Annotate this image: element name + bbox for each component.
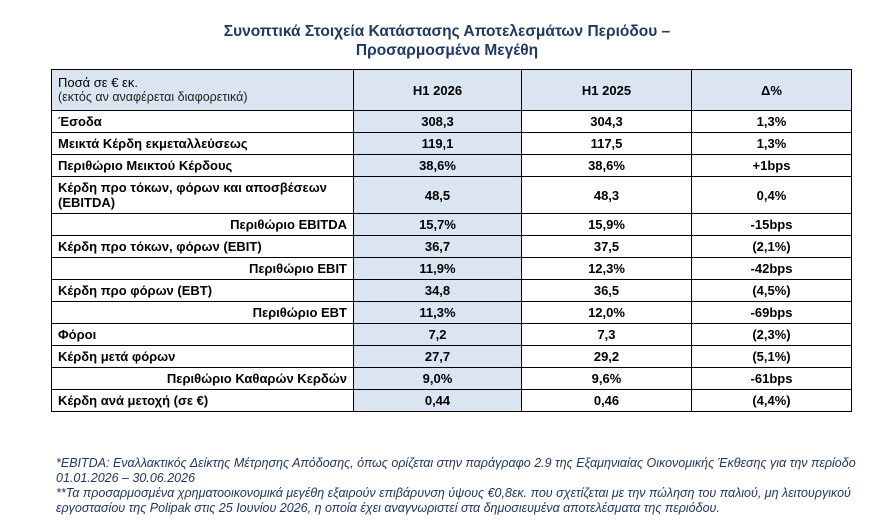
row-h1-2026: 27,7	[353, 345, 522, 368]
row-h1-2026: 119,1	[353, 132, 522, 155]
row-h1-2025: 12,0%	[521, 301, 692, 324]
header-units-label: Ποσά σε € εκ.	[58, 75, 138, 90]
row-delta: 0,4%	[691, 176, 852, 214]
table-row: Κέρδη προ φόρων (EBT) 34,8 36,5 (4,5%)	[51, 279, 852, 302]
table-row: Μεικτά Κέρδη εκμεταλλεύσεως 119,1 117,5 …	[51, 132, 852, 155]
table-row: Φόροι 7,2 7,3 (2,3%)	[51, 323, 852, 346]
header-h1-2026: H1 2026	[353, 69, 522, 111]
row-h1-2025: 117,5	[521, 132, 692, 155]
row-h1-2025: 37,5	[521, 235, 692, 258]
row-label: Περιθώριο EBIT	[51, 257, 354, 280]
table-row: Περιθώριο Καθαρών Κερδών 9,0% 9,6% -61bp…	[51, 367, 852, 390]
row-label: Κέρδη προ τόκων, φόρων και αποσβέσεων (E…	[51, 176, 354, 214]
header-delta: Δ%	[691, 69, 852, 111]
row-h1-2026: 15,7%	[353, 213, 522, 236]
table-row: Έσοδα 308,3 304,3 1,3%	[51, 110, 852, 133]
table-row: Περιθώριο EBT 11,3% 12,0% -69bps	[51, 301, 852, 324]
row-h1-2025: 29,2	[521, 345, 692, 368]
row-delta: (2,1%)	[691, 235, 852, 258]
row-h1-2025: 48,3	[521, 176, 692, 214]
row-delta: +1bps	[691, 154, 852, 177]
row-h1-2026: 11,3%	[353, 301, 522, 324]
header-units-note: (εκτός αν αναφέρεται διαφορετικά)	[58, 90, 248, 104]
row-h1-2026: 48,5	[353, 176, 522, 214]
row-h1-2026: 38,6%	[353, 154, 522, 177]
row-delta: (4,4%)	[691, 389, 852, 412]
row-h1-2025: 7,3	[521, 323, 692, 346]
report-title-line-1: Συνοπτικά Στοιχεία Κατάστασης Αποτελεσμά…	[223, 23, 671, 40]
table-row: Περιθώριο EBIT 11,9% 12,3% -42bps	[51, 257, 852, 280]
row-label: Φόροι	[51, 323, 354, 346]
table-row: Κέρδη μετά φόρων 27,7 29,2 (5,1%)	[51, 345, 852, 368]
row-label: Κέρδη ανά μετοχή (σε €)	[51, 389, 354, 412]
row-h1-2026: 0,44	[353, 389, 522, 412]
row-h1-2026: 9,0%	[353, 367, 522, 390]
row-label: Περιθώριο Μεικτού Κέρδους	[51, 154, 354, 177]
table-row: Περιθώριο Μεικτού Κέρδους 38,6% 38,6% +1…	[51, 154, 852, 177]
table-row: Κέρδη προ τόκων, φόρων (EBIT) 36,7 37,5 …	[51, 235, 852, 258]
row-delta: (2,3%)	[691, 323, 852, 346]
row-delta: -61bps	[691, 367, 852, 390]
header-label-cell: Ποσά σε € εκ. (εκτός αν αναφέρεται διαφο…	[51, 69, 354, 111]
table-header-row: Ποσά σε € εκ. (εκτός αν αναφέρεται διαφο…	[51, 69, 852, 111]
income-statement-table: Ποσά σε € εκ. (εκτός αν αναφέρεται διαφο…	[51, 69, 852, 412]
row-h1-2025: 0,46	[521, 389, 692, 412]
row-delta: -15bps	[691, 213, 852, 236]
header-h1-2025: H1 2025	[521, 69, 692, 111]
row-h1-2025: 12,3%	[521, 257, 692, 280]
row-delta: -42bps	[691, 257, 852, 280]
row-label: Κέρδη μετά φόρων	[51, 345, 354, 368]
row-h1-2026: 11,9%	[353, 257, 522, 280]
row-label: Κέρδη προ φόρων (EBT)	[51, 279, 354, 302]
row-h1-2025: 38,6%	[521, 154, 692, 177]
row-delta: (5,1%)	[691, 345, 852, 368]
row-label: Μεικτά Κέρδη εκμεταλλεύσεως	[51, 132, 354, 155]
report-title: Συνοπτικά Στοιχεία Κατάστασης Αποτελεσμά…	[0, 22, 894, 60]
table-row: Κέρδη προ τόκων, φόρων και αποσβέσεων (E…	[51, 176, 852, 214]
report-title-line-2: Προσαρμοσμένα Μεγέθη	[355, 42, 539, 59]
row-delta: (4,5%)	[691, 279, 852, 302]
row-h1-2026: 34,8	[353, 279, 522, 302]
row-h1-2026: 308,3	[353, 110, 522, 133]
row-h1-2025: 304,3	[521, 110, 692, 133]
row-h1-2026: 7,2	[353, 323, 522, 346]
footnote-ebitda: *EBITDA: Εναλλακτικός Δείκτης Μέτρησης Α…	[56, 456, 856, 485]
table-row: Κέρδη ανά μετοχή (σε €) 0,44 0,46 (4,4%)	[51, 389, 852, 412]
row-delta: -69bps	[691, 301, 852, 324]
footnote-adjusted: **Τα προσαρμοσμένα χρηματοοικονομικά μεγ…	[56, 486, 851, 515]
footnotes: *EBITDA: Εναλλακτικός Δείκτης Μέτρησης Α…	[56, 456, 856, 516]
row-label: Κέρδη προ τόκων, φόρων (EBIT)	[51, 235, 354, 258]
row-h1-2025: 15,9%	[521, 213, 692, 236]
row-label: Περιθώριο EBITDA	[51, 213, 354, 236]
row-h1-2025: 9,6%	[521, 367, 692, 390]
row-h1-2026: 36,7	[353, 235, 522, 258]
table-row: Περιθώριο EBITDA 15,7% 15,9% -15bps	[51, 213, 852, 236]
row-h1-2025: 36,5	[521, 279, 692, 302]
row-delta: 1,3%	[691, 132, 852, 155]
row-label: Έσοδα	[51, 110, 354, 133]
row-delta: 1,3%	[691, 110, 852, 133]
row-label: Περιθώριο EBT	[51, 301, 354, 324]
row-label: Περιθώριο Καθαρών Κερδών	[51, 367, 354, 390]
